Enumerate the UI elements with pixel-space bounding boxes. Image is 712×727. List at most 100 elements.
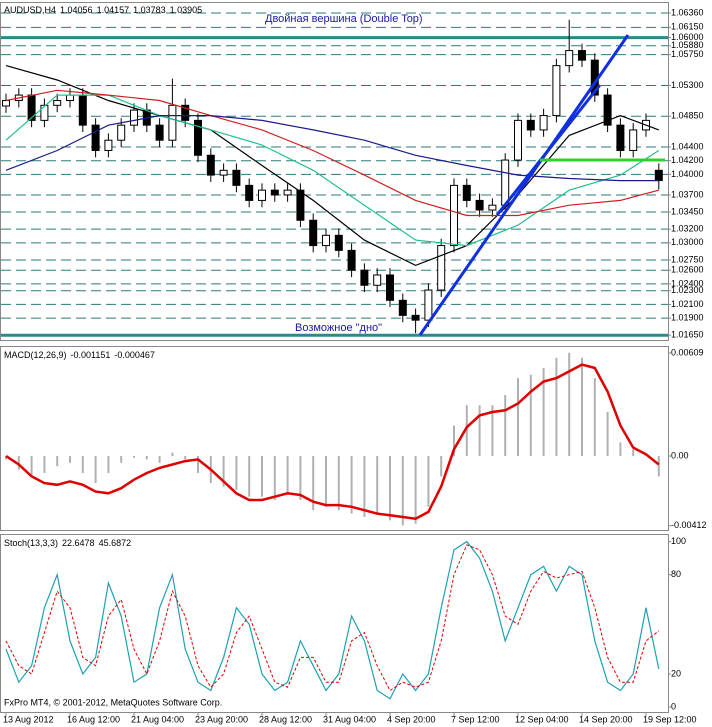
panel-title: Stoch(13,3,3) — [4, 538, 58, 548]
readout: 1.03783 — [133, 5, 166, 15]
moving-average — [5, 65, 660, 267]
candle-body — [296, 189, 305, 221]
histogram-bar — [107, 456, 110, 473]
histogram-bar — [491, 405, 494, 457]
readout: 22.6478 — [62, 538, 95, 548]
candle-body — [194, 119, 202, 156]
candle-body — [629, 129, 638, 151]
histogram-bar — [517, 378, 519, 457]
y-tick-label: 1.03200 — [671, 224, 704, 234]
histogram-bar — [222, 456, 225, 487]
histogram-bar — [184, 456, 187, 460]
histogram-bar — [43, 456, 46, 473]
histogram-bar — [542, 367, 545, 457]
panel-title: MACD(12,26,9) — [4, 350, 67, 360]
histogram-bar — [299, 456, 302, 501]
x-tick-label: 19 Sep 12:00 — [643, 714, 697, 724]
readout: 1.04157 — [97, 5, 130, 15]
panel-header: AUDUSD,H4 1.04056 1.04157 1.03783 1.03905 — [4, 5, 202, 15]
histogram-bar — [261, 456, 263, 497]
panel-title: AUDUSD,H4 — [4, 5, 56, 15]
y-tick-label: 1.06000 — [671, 32, 704, 42]
histogram-bar — [389, 456, 391, 521]
histogram-bar — [337, 456, 340, 511]
y-tick-label: 1.03450 — [671, 206, 704, 216]
stoch-line — [5, 544, 660, 692]
histogram-bar — [568, 352, 571, 457]
y-tick-label: 0.00 — [671, 450, 689, 460]
y-tick-label: 1.01900 — [671, 312, 704, 322]
histogram-bar — [171, 452, 174, 457]
candle-body — [232, 169, 241, 186]
candle-body — [526, 119, 535, 131]
candle-body — [78, 94, 87, 126]
histogram-bar — [56, 456, 59, 467]
y-tick-label: 1.06150 — [671, 22, 704, 32]
x-tick-label: 12 Sep 04:00 — [515, 714, 569, 724]
candle-body — [309, 219, 318, 247]
candle-body — [654, 169, 663, 182]
candle-body — [27, 94, 36, 121]
macd-panel — [0, 346, 669, 531]
y-tick-label: 1.02400 — [671, 278, 704, 288]
histogram-bar — [69, 456, 71, 463]
y-tick-label: 1.03000 — [671, 237, 704, 247]
y-tick-label: 80 — [671, 569, 681, 579]
y-tick-label: 0 — [671, 701, 676, 711]
histogram-bar — [401, 456, 404, 526]
x-tick-label: 7 Sep 12:00 — [451, 714, 500, 724]
candle-body — [53, 100, 62, 106]
y-tick-label: 0.00609 — [671, 347, 704, 357]
candle-body — [283, 189, 292, 196]
candle-body — [514, 119, 522, 161]
candle-body — [322, 234, 330, 247]
histogram-bar — [619, 442, 622, 457]
histogram-bar — [465, 405, 468, 457]
y-tick-label: 1.06360 — [671, 7, 704, 17]
histogram-bar — [30, 456, 33, 477]
histogram-bar — [350, 456, 353, 514]
histogram-bar — [529, 374, 532, 457]
y-tick-label: 1.02300 — [671, 285, 704, 295]
candle-body — [245, 184, 254, 201]
readout: -0.000467 — [114, 350, 155, 360]
trend-line — [495, 84, 602, 216]
candle-body — [66, 94, 74, 102]
candle-body — [258, 189, 266, 201]
y-tick-label: 1.01650 — [671, 330, 704, 340]
candle-body — [2, 100, 10, 107]
candle-body — [181, 104, 190, 121]
candle-body — [450, 184, 458, 247]
panel-header: MACD(12,26,9) -0.001151 -0.000467 — [4, 350, 155, 360]
candle-body — [206, 154, 215, 176]
histogram-bar — [325, 456, 327, 507]
y-tick-label: 1.05300 — [671, 80, 704, 90]
x-tick-label: 16 Aug 12:00 — [67, 714, 120, 724]
x-tick-label: 31 Aug 04:00 — [323, 714, 376, 724]
candle-body — [398, 299, 407, 316]
candle-body — [424, 289, 433, 321]
candle-body — [40, 104, 49, 121]
x-tick-label: 23 Aug 20:00 — [195, 714, 248, 724]
histogram-bar — [440, 456, 443, 477]
candle-body — [155, 124, 164, 141]
trend-line — [418, 34, 630, 336]
y-tick-label: 1.05750 — [671, 49, 704, 59]
readout: 1.03905 — [170, 5, 203, 15]
candle-body — [462, 184, 471, 201]
histogram-bar — [555, 357, 558, 457]
histogram-bar — [363, 456, 366, 517]
y-tick-label: 1.02100 — [671, 299, 704, 309]
y-tick-label: 1.04200 — [671, 155, 704, 165]
moving-average — [5, 115, 659, 182]
histogram-bar — [81, 456, 84, 473]
candle-body — [168, 104, 177, 141]
histogram-bar — [414, 456, 417, 524]
histogram-bar — [158, 456, 161, 463]
panel-header: Stoch(13,3,3) 22.6478 45.6872 — [4, 538, 131, 548]
histogram-bar — [248, 456, 251, 497]
histogram-bar — [606, 412, 609, 457]
